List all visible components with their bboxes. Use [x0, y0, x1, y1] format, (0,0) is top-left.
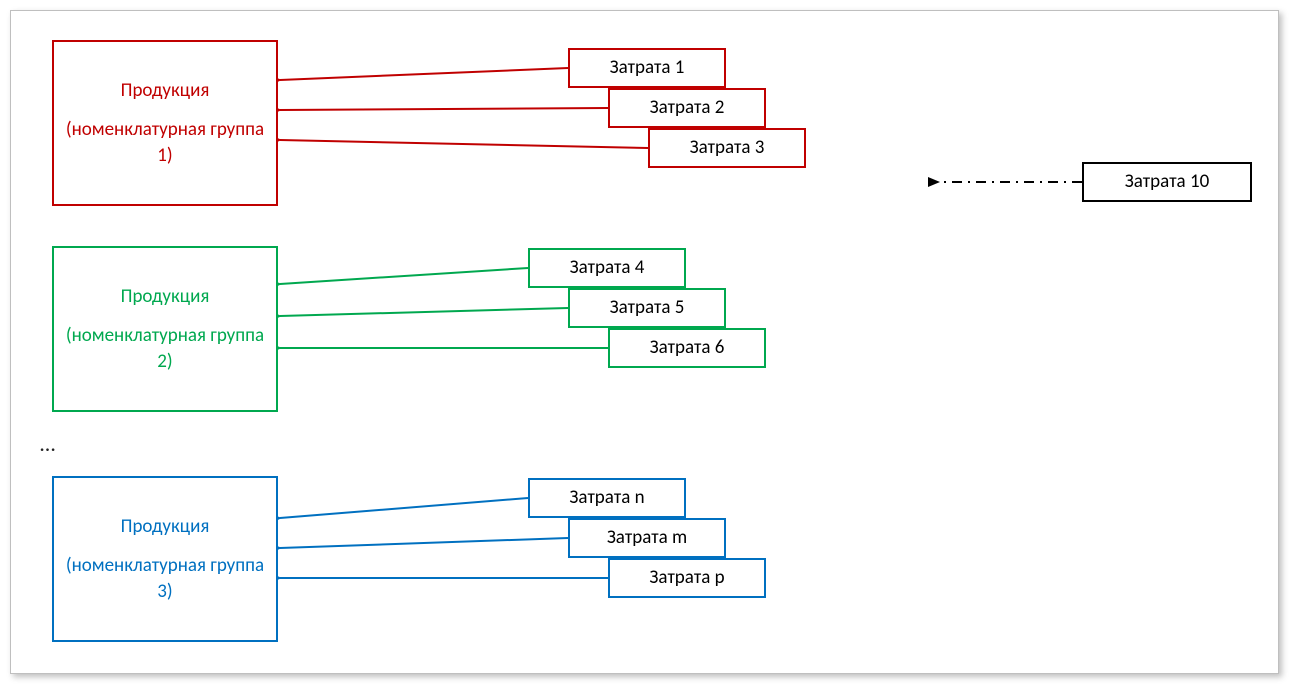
product-title: Продукция [121, 284, 210, 310]
cost-box: Затрата 2 [608, 88, 766, 128]
product-subtitle: (номенклатурная группа 2) [62, 323, 268, 374]
product-title: Продукция [121, 78, 210, 104]
product-title: Продукция [121, 514, 210, 540]
diagram-frame: Продукция (номенклатурная группа 1) Затр… [0, 0, 1289, 684]
product-box-1: Продукция (номенклатурная группа 1) [52, 40, 278, 206]
cost-box: Затрата 3 [648, 128, 806, 168]
cost-box: Затрата m [568, 518, 726, 558]
product-box-2: Продукция (номенклатурная группа 2) [52, 246, 278, 412]
cost-box: Затрата 6 [608, 328, 766, 368]
cost-box: Затрата 4 [528, 248, 686, 288]
cost-box-lone: Затрата 10 [1082, 162, 1252, 202]
cost-box: Затрата p [608, 558, 766, 598]
cost-box: Затрата 5 [568, 288, 726, 328]
cost-box: Затрата n [528, 478, 686, 518]
product-subtitle: (номенклатурная группа 3) [62, 553, 268, 604]
product-subtitle: (номенклатурная группа 1) [62, 117, 268, 168]
product-box-3: Продукция (номенклатурная группа 3) [52, 476, 278, 642]
cost-box: Затрата 1 [568, 48, 726, 88]
ellipsis: … [40, 430, 55, 457]
